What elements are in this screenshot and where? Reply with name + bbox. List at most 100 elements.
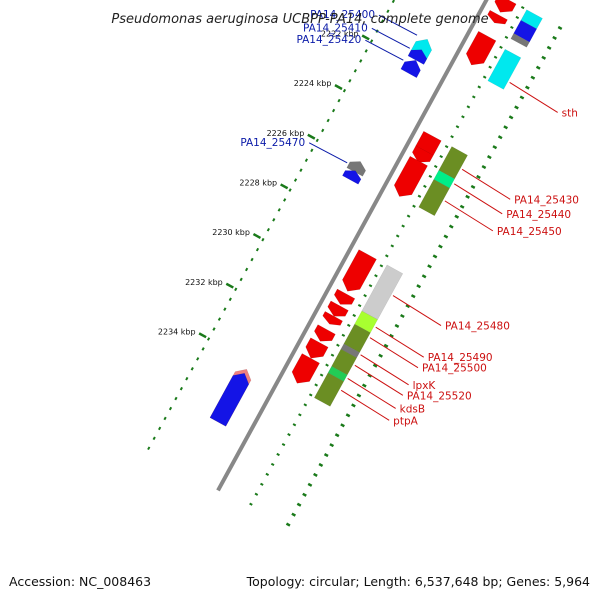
gene-arrow-forward[interactable] (314, 324, 336, 342)
kbp-label: 2228 kbp (239, 179, 277, 188)
gene-arrow-forward[interactable] (327, 300, 349, 317)
minor-tick-inner (196, 357, 200, 361)
minor-tick-outer (454, 214, 460, 219)
minor-tick-outer (356, 393, 362, 398)
gene-arrow-forward[interactable] (305, 337, 329, 359)
gene-label-right[interactable]: ptpA (393, 415, 418, 427)
minor-tick-outer (497, 135, 503, 140)
kbp-tick (225, 282, 234, 289)
minor-tick-outer (519, 95, 525, 100)
minor-tick-outer (329, 443, 335, 448)
minor-tick-outer (514, 105, 519, 110)
gene-label-right[interactable]: PA14_25520 (407, 390, 472, 402)
gene-arrow-forward[interactable] (342, 249, 377, 292)
accession-text: Accession: NC_008463 (9, 574, 151, 589)
minor-tick-outer (546, 45, 552, 50)
minor-tick-inner (245, 267, 249, 272)
minor-tick-inner (310, 148, 314, 153)
minor-tick-outer (448, 224, 454, 229)
minor-tick-inner (179, 386, 183, 391)
minor-tick-outer (405, 304, 411, 309)
gene-arrow-forward[interactable] (465, 30, 497, 66)
kbp-tick (361, 34, 370, 41)
kbp-tick (280, 183, 289, 190)
minor-tick-inner (386, 9, 390, 14)
gene-arrow-inner[interactable] (209, 373, 250, 427)
cds-block[interactable] (510, 33, 530, 48)
minor-tick-mid (472, 95, 476, 99)
gene-arrow-forward[interactable] (322, 311, 343, 326)
minor-tick-mid (482, 75, 487, 79)
minor-tick-mid (325, 363, 329, 367)
minor-tick-outer (476, 174, 481, 180)
minor-tick-mid (444, 145, 449, 149)
minor-tick-outer (313, 472, 318, 477)
minor-tick-mid (439, 154, 443, 159)
gene-label-right[interactable]: PA14_25450 (497, 226, 562, 238)
minor-tick-mid (433, 164, 438, 169)
minor-tick-outer (345, 413, 351, 418)
minor-tick-mid (510, 25, 514, 30)
minor-tick-outer (410, 294, 416, 299)
minor-tick-outer (432, 254, 438, 259)
minor-tick-outer (361, 383, 367, 388)
genome-summary-text: Topology: circular; Length: 6,537,648 bp… (246, 574, 590, 589)
gene-label-right[interactable]: sth (562, 107, 578, 119)
minor-tick-outer (557, 25, 563, 31)
minor-tick-outer (492, 145, 498, 150)
gene-label-left[interactable]: PA14_25470 (240, 137, 305, 149)
minor-tick-mid (330, 353, 335, 357)
gene-label-right[interactable]: PA14_25440 (506, 209, 571, 221)
minor-tick-inner (266, 227, 270, 232)
minor-tick-inner (331, 108, 336, 113)
leader-line (360, 354, 409, 386)
gene-arrow-forward[interactable] (393, 155, 428, 197)
gene-label-left[interactable]: PA14_25410 (303, 22, 368, 34)
minor-tick-mid (254, 492, 259, 496)
kbp-tick (307, 133, 316, 140)
gene-arrow-inner[interactable] (400, 59, 421, 79)
minor-tick-outer (508, 115, 514, 120)
gene-label-right[interactable]: kdsB (400, 403, 425, 415)
gene-label-right[interactable]: lpxK (413, 380, 437, 392)
minor-tick-mid (265, 472, 270, 476)
leader-line (461, 168, 511, 200)
minor-tick-mid (336, 343, 340, 347)
gene-label-right[interactable]: PA14_25490 (428, 352, 493, 364)
minor-tick-outer (541, 55, 547, 60)
minor-tick-outer (535, 65, 541, 70)
minor-tick-outer (378, 353, 383, 358)
gene-arrow-forward[interactable] (291, 353, 320, 384)
gene-arrow-forward[interactable] (487, 9, 508, 25)
kbp-label: 2230 kbp (212, 228, 250, 237)
leader-line (340, 389, 390, 421)
gene-arrow-forward[interactable] (412, 145, 434, 163)
cds-block[interactable] (487, 48, 522, 90)
gene-arrow-forward[interactable] (333, 288, 356, 305)
minor-tick-outer (421, 274, 427, 279)
gene-label-left[interactable]: PA14_25420 (296, 34, 361, 46)
minor-tick-inner (364, 49, 368, 53)
gene-label-right[interactable]: PA14_25480 (445, 321, 510, 333)
cds-block[interactable] (418, 179, 450, 217)
minor-tick-outer (318, 462, 324, 468)
minor-tick-outer (296, 502, 302, 507)
minor-tick-outer (416, 284, 422, 289)
gene-arrow-inner[interactable] (407, 49, 428, 65)
gene-label-right[interactable]: PA14_25430 (514, 194, 579, 206)
gene-label-left[interactable]: PA14_25400 (310, 9, 375, 21)
leader-line (375, 326, 425, 358)
cds-block[interactable] (313, 372, 345, 407)
minor-tick-inner (255, 247, 260, 252)
chromosome-backbone (216, 0, 489, 492)
gene-arrow-forward[interactable] (494, 0, 517, 13)
gene-arrow-inner[interactable] (346, 161, 366, 177)
minor-tick-mid (379, 264, 384, 268)
kbp-label: 2232 kbp (185, 278, 223, 287)
map-title: Pseudomonas aeruginosa UCBPP-PA14, compl… (111, 12, 488, 27)
gene-label-right[interactable]: PA14_25500 (422, 363, 487, 375)
minor-tick-inner (250, 257, 254, 262)
gene-arrow-inner[interactable] (342, 170, 362, 185)
